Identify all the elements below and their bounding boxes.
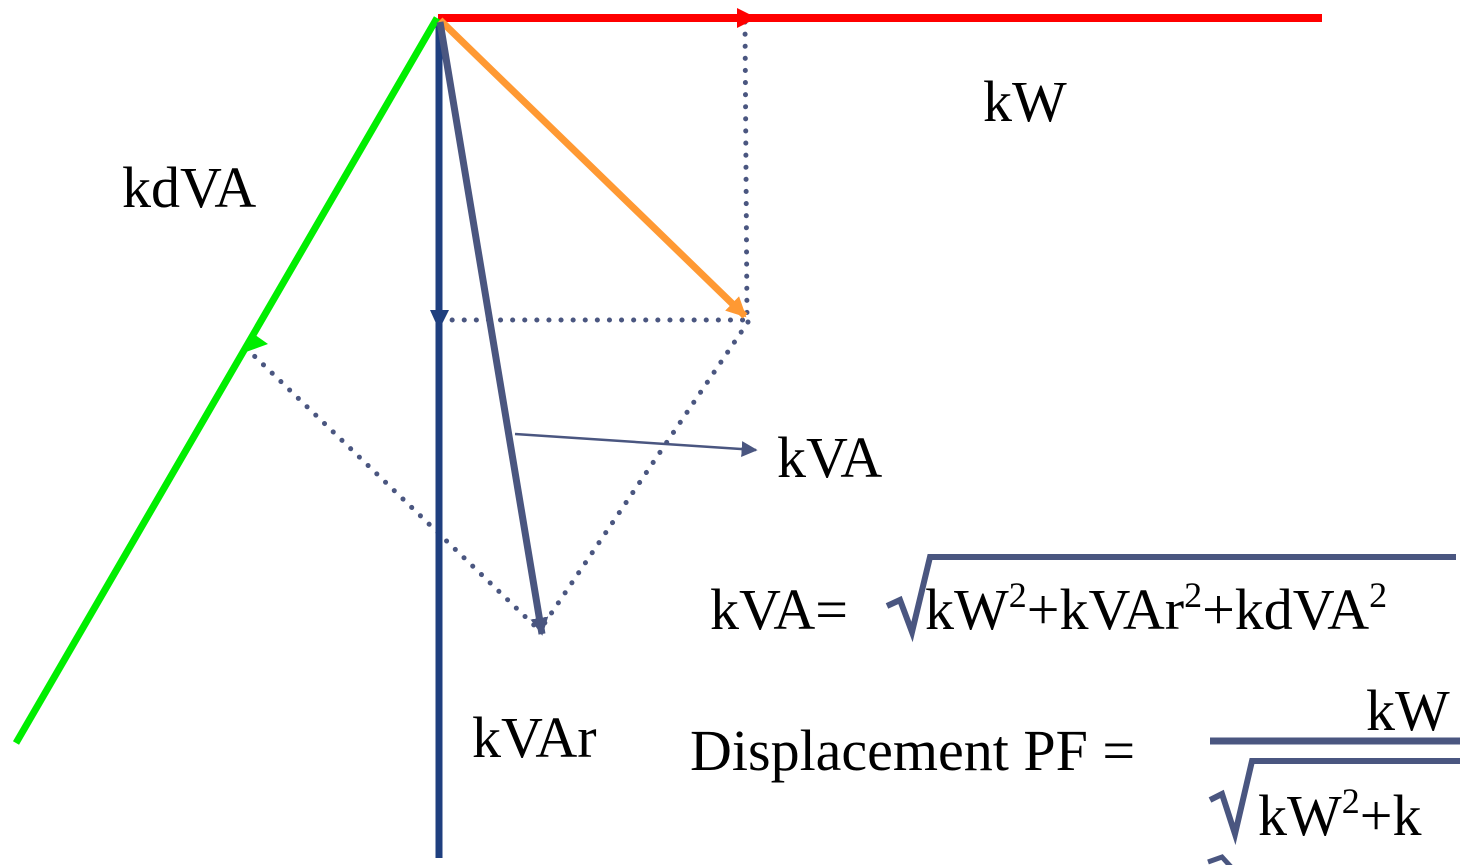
kva-formula-exp-3: 2 — [1369, 575, 1387, 615]
pf-denominator-term-rest: +k — [1360, 783, 1422, 848]
kva-label: kVA — [777, 425, 882, 490]
kw-projection-dotted-line — [742, 19, 750, 321]
kvar-arrowhead — [430, 310, 449, 330]
kdva-projection-dotted-line — [243, 345, 540, 631]
construction-lines — [243, 19, 753, 633]
kva-formula: kVA= kW2+kVAr2+kdVA2 — [710, 554, 1456, 643]
kdva-vector — [12, 16, 441, 745]
kva-formula-lhs: kVA= — [710, 577, 848, 642]
kva-label-pointer — [514, 432, 758, 458]
kw-arrowhead — [737, 8, 757, 28]
displacement-pf-formula: Displacement PF = kW kW2+k — [690, 678, 1460, 865]
pf-formula-denominator: kW2+k — [1258, 781, 1421, 848]
kva-formula-term-kw: kW — [925, 577, 1009, 642]
kva-formula-exp-2: 2 — [1184, 575, 1202, 615]
pf-formula-cutoff-radical — [1207, 854, 1233, 865]
displacement-vector — [437, 17, 748, 319]
pf-denominator-exp: 2 — [1342, 781, 1360, 821]
kvar-label: kVAr — [472, 705, 597, 770]
pf-formula-radical-sign — [1208, 758, 1460, 846]
pf-denominator-term-kw: kW — [1258, 783, 1342, 848]
kw-label: kW — [983, 69, 1067, 134]
kva-formula-exp-1: 2 — [1009, 575, 1027, 615]
kva-formula-radicand: kW2+kVAr2+kdVA2 — [925, 575, 1387, 642]
pf-formula-lhs: Displacement PF = — [690, 718, 1135, 783]
kdva-label: kdVA — [122, 155, 256, 220]
kva-formula-radical-sign — [885, 554, 1456, 643]
kva-projection-dotted-line — [537, 319, 751, 633]
kva-formula-term-kvar: +kVAr — [1027, 577, 1184, 642]
pf-formula-numerator: kW — [1366, 678, 1450, 743]
kva-formula-term-kdva: +kdVA — [1202, 577, 1369, 642]
kva-resultant-vector — [436, 21, 549, 636]
kdva-arrowhead — [246, 332, 268, 352]
